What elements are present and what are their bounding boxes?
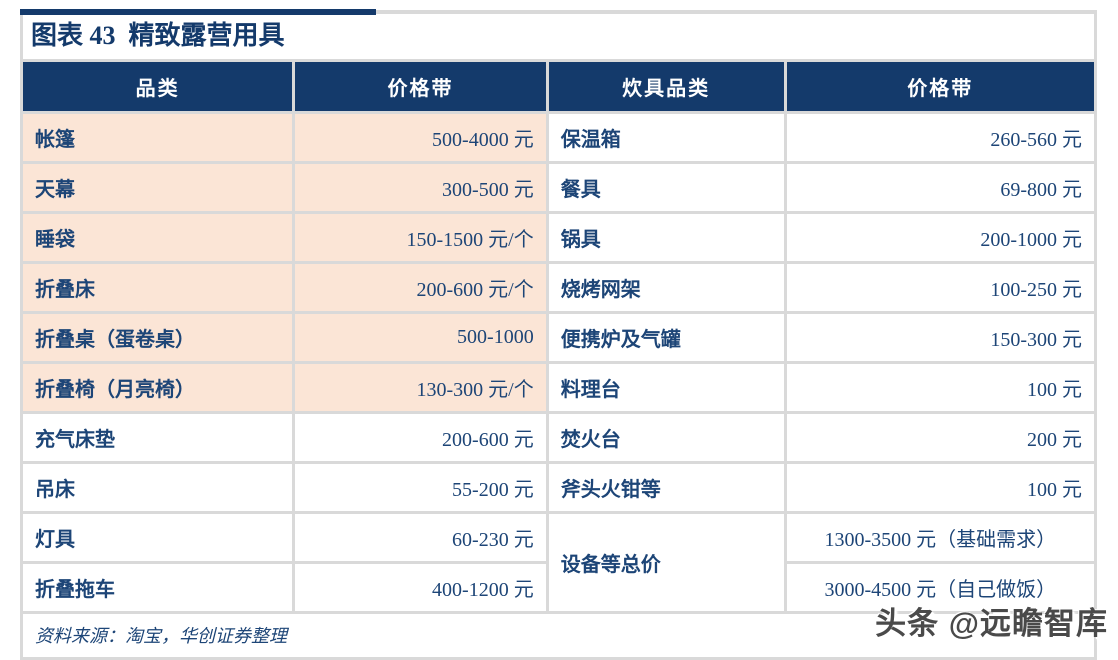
price-cell-left: 60-230 元 (292, 511, 549, 564)
cookware-cell: 烧烤网架 (545, 261, 787, 314)
category-cell: 睡袋 (19, 211, 296, 264)
table-row: 帐篷 500-4000 元保温箱 260-560 元 (19, 111, 1098, 164)
category-cell: 折叠拖车 (19, 561, 296, 614)
navy-accent-bar (20, 9, 376, 15)
col-header-price-band-left: 价格带 (292, 59, 549, 114)
price-table: 品类 价格带 炊具品类 价格带 帐篷 500-4000 元保温箱 260-560 元… (19, 59, 1098, 614)
price-cell-right: 1300-3500 元（基础需求） (783, 511, 1098, 564)
price-cell-right: 100 元 (783, 361, 1098, 414)
col-header-cookware-category: 炊具品类 (545, 59, 787, 114)
table-row: 充气床垫 200-600 元焚火台 200 元 (19, 411, 1098, 464)
report-figure: 图表 43 精致露营用具 品类 价格带 炊具品类 价格带 帐篷 500-4000 … (19, 9, 1098, 660)
table-row: 睡袋 150-1500 元/个 锅具 200-1000 元 (19, 211, 1098, 264)
price-cell-right: 200 元 (783, 411, 1098, 464)
price-cell-right: 100 元 (783, 461, 1098, 514)
cookware-cell: 餐具 (545, 161, 787, 214)
category-cell: 折叠桌（蛋卷桌） (19, 311, 296, 364)
price-cell-right: 69-800 元 (783, 161, 1098, 214)
figure-title: 图表 43 精致露营用具 (31, 21, 285, 50)
table-body: 帐篷 500-4000 元保温箱 260-560 元天幕 300-500 元餐具 69-… (19, 111, 1098, 614)
cookware-cell: 斧头火钳等 (545, 461, 787, 514)
category-cell: 充气床垫 (19, 411, 296, 464)
top-rule (20, 9, 1097, 15)
price-cell-left: 500-4000 元 (292, 111, 549, 164)
cookware-cell: 便携炉及气罐 (545, 311, 787, 364)
price-cell-right: 260-560 元 (783, 111, 1098, 164)
category-cell: 折叠椅（月亮椅） (19, 361, 296, 414)
price-cell-left: 150-1500 元/个 (292, 211, 549, 264)
col-header-category: 品类 (19, 59, 296, 114)
table-row: 灯具 60-230 元设备等总价 1300-3500 元（基础需求） (19, 511, 1098, 614)
cookware-cell: 料理台 (545, 361, 787, 414)
price-cell-left: 200-600 元/个 (292, 261, 549, 314)
table-row: 折叠桌（蛋卷桌） 500-1000 便携炉及气罐 150-300 元 (19, 311, 1098, 364)
table-row: 折叠床 200-600 元/个 烧烤网架 100-250 元 (19, 261, 1098, 314)
table-header: 品类 价格带 炊具品类 价格带 (19, 59, 1098, 114)
price-cell-left: 200-600 元 (292, 411, 549, 464)
table-row: 折叠拖车 400-1200 元 3000-4500 元（自己做饭） (19, 561, 1098, 614)
category-cell: 帐篷 (19, 111, 296, 164)
price-cell-left: 55-200 元 (292, 461, 549, 514)
category-cell: 天幕 (19, 161, 296, 214)
category-cell: 吊床 (19, 461, 296, 514)
price-cell-right: 150-300 元 (783, 311, 1098, 364)
table-row: 天幕 300-500 元餐具 69-800 元 (19, 161, 1098, 214)
cookware-cell: 保温箱 (545, 111, 787, 164)
price-cell-right: 100-250 元 (783, 261, 1098, 314)
price-cell-left: 130-300 元/个 (292, 361, 549, 414)
price-cell-left: 400-1200 元 (292, 561, 549, 614)
table-row: 折叠椅（月亮椅） 130-300 元/个 料理台 100 元 (19, 361, 1098, 414)
price-cell-right: 200-1000 元 (783, 211, 1098, 264)
cookware-cell-merged: 设备等总价 (545, 511, 787, 614)
price-cell-left: 300-500 元 (292, 161, 549, 214)
category-cell: 折叠床 (19, 261, 296, 314)
table-row: 吊床 55-200 元斧头火钳等 100 元 (19, 461, 1098, 514)
header-row: 品类 价格带 炊具品类 价格带 (19, 59, 1098, 114)
price-cell-right: 3000-4500 元（自己做饭） (783, 561, 1098, 614)
title-block: 图表 43 精致露营用具 (20, 14, 1097, 59)
cookware-cell: 锅具 (545, 211, 787, 264)
category-cell: 灯具 (19, 511, 296, 564)
watermark: 头条 @远瞻智库 (875, 606, 1108, 641)
price-cell-left: 500-1000 (292, 311, 549, 364)
cookware-cell: 焚火台 (545, 411, 787, 464)
col-header-price-band-right: 价格带 (783, 59, 1098, 114)
